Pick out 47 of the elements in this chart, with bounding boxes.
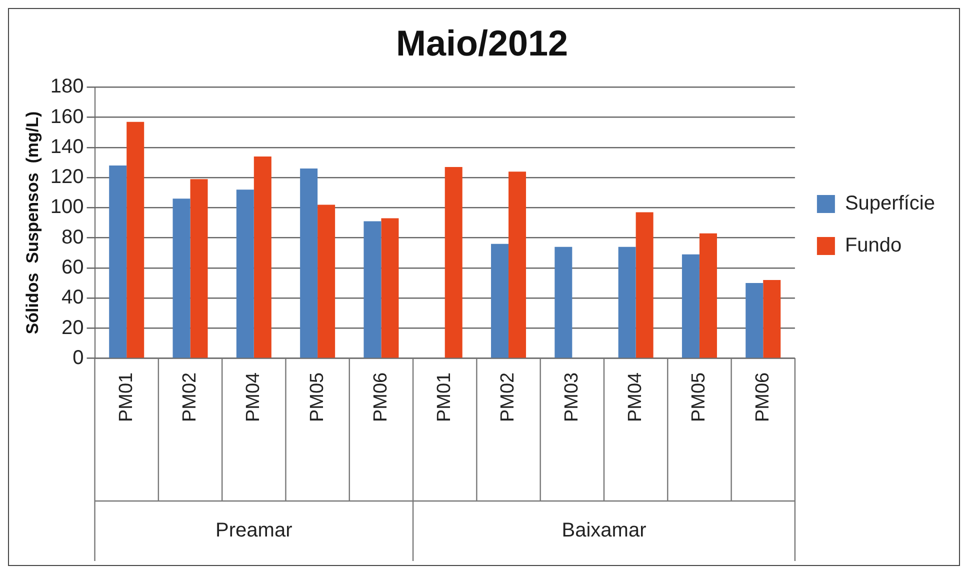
bar (236, 190, 254, 358)
y-axis-title: Sólidos Suspensos (mg/L) (22, 111, 42, 334)
x-tick-label: PM02 (179, 372, 200, 422)
text: Preamar (216, 520, 293, 542)
x-tick-label: PM04 (243, 372, 264, 422)
x-tick-label: PM06 (370, 372, 392, 422)
x-tick-label: PM05 (688, 372, 710, 422)
bar (508, 172, 526, 358)
x-tick-label: PM01 (434, 372, 456, 422)
bar (491, 244, 509, 358)
bar (318, 204, 336, 358)
bar (381, 218, 399, 358)
y-tick-label: 40 (62, 286, 84, 309)
bar (699, 233, 717, 358)
bar (172, 198, 190, 358)
bar (126, 122, 144, 358)
bar (254, 156, 272, 358)
y-tick-label: 20 (62, 316, 84, 339)
bar (618, 246, 636, 358)
bar (444, 167, 462, 358)
y-tick-label: 140 (50, 136, 84, 158)
y-tick-label: 60 (62, 256, 84, 278)
legend-label: Fundo (844, 234, 902, 257)
x-tick-label: PM03 (561, 372, 582, 422)
x-tick-label: PM04 (625, 372, 646, 422)
x-tick-label: PM02 (498, 372, 519, 422)
bar (554, 246, 572, 358)
bar (636, 212, 654, 358)
bar (682, 254, 700, 358)
bar (746, 283, 764, 358)
bar (190, 179, 208, 358)
x-tick-label: PM05 (306, 372, 328, 422)
y-tick-label: 120 (50, 166, 84, 188)
y-tick-label: 0 (72, 346, 84, 369)
y-tick-label: 180 (50, 76, 84, 98)
bar (109, 166, 127, 358)
bar (300, 168, 318, 358)
y-tick-label: 160 (50, 106, 84, 128)
chart-title: Maio/2012 (396, 22, 568, 64)
x-tick-label: PM06 (752, 372, 774, 422)
y-tick-label: 80 (62, 226, 84, 248)
x-tick-label: PM01 (116, 372, 137, 422)
bar (364, 221, 382, 358)
text: Baixamar (562, 520, 647, 542)
y-tick-label: 100 (50, 196, 84, 218)
legend-label: Superfície (844, 192, 936, 215)
bar (763, 280, 781, 358)
